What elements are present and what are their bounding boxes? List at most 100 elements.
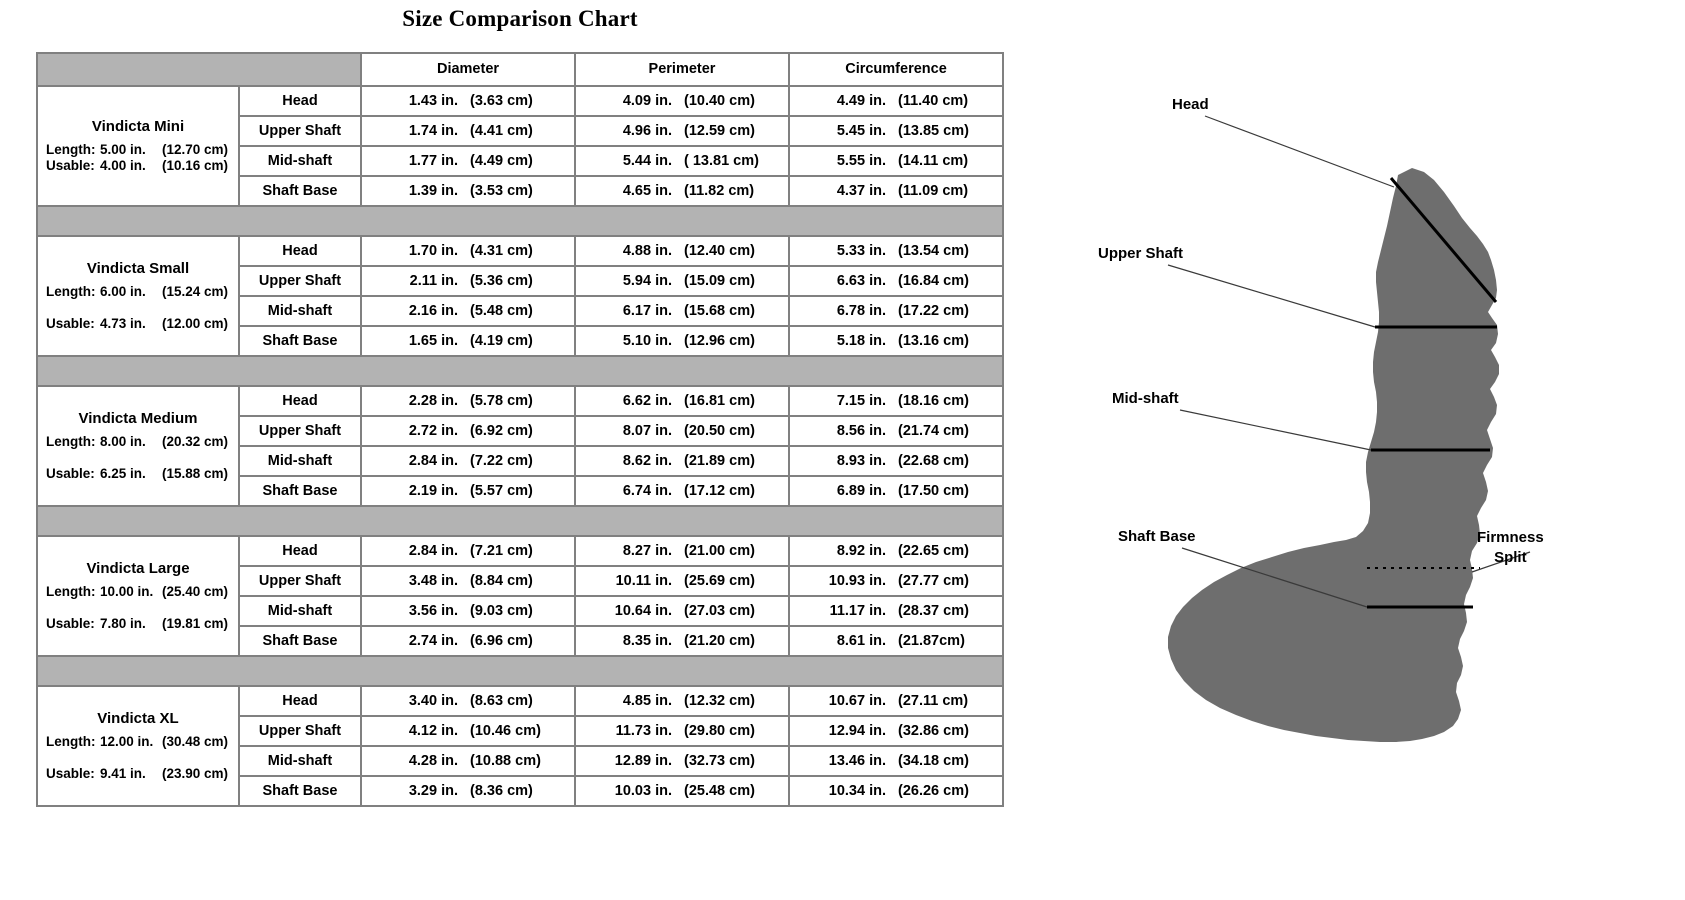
diameter-cell: 2.84 in. (7.21 cm) [360, 535, 576, 567]
perimeter-inches: 5.44 in. [622, 152, 672, 169]
perimeter-cell: 5.94 in. (15.09 cm) [574, 265, 790, 297]
leader-line-mid-shaft [1179, 409, 1372, 451]
size-comparison-table: Diameter Perimeter Circumference Vindict… [36, 52, 1004, 807]
circumference-centimeters: (13.16 cm) [898, 332, 969, 349]
circumference-inches: 8.93 in. [836, 452, 886, 469]
circumference-value: 5.33 in. (13.54 cm) [790, 243, 1002, 260]
circumference-centimeters: (21.87cm) [898, 632, 965, 649]
dimension-length-label: Length: [46, 283, 96, 299]
dimension-usable-label: Usable: [46, 766, 95, 782]
dimension-length: Length: 12.00 in. (30.48 cm) [46, 734, 232, 750]
perimeter-value: 4.85 in. (12.32 cm) [576, 693, 788, 710]
dimension-gap [46, 749, 232, 766]
diameter-value: 1.77 in. (4.49 cm) [362, 153, 574, 170]
product-info-cell: Vindicta XL Length: 12.00 in. (30.48 cm) Usa… [36, 685, 240, 807]
perimeter-centimeters: ( 13.81 cm) [684, 152, 759, 169]
perimeter-centimeters: (12.40 cm) [684, 242, 755, 259]
table-row: Upper Shaft 2.72 in. (6.92 cm) 8.07 in. (20.… [37, 415, 1004, 447]
circumference-value: 8.56 in. (21.74 cm) [790, 423, 1002, 440]
circumference-centimeters: (22.65 cm) [898, 542, 969, 559]
circumference-cell: 8.56 in. (21.74 cm) [788, 415, 1004, 447]
perimeter-centimeters: (20.50 cm) [684, 422, 755, 439]
diameter-value: 2.84 in. (7.22 cm) [362, 453, 574, 470]
perimeter-centimeters: (32.73 cm) [684, 752, 755, 769]
dimension-gap [46, 599, 232, 616]
diameter-value: 4.28 in. (10.88 cm) [362, 753, 574, 770]
circumference-value: 10.67 in. (27.11 cm) [790, 693, 1002, 710]
table-spacer-row [36, 355, 1004, 387]
table-row: Mid-shaft 3.56 in. (9.03 cm) 10.64 in. (27.0… [37, 595, 1004, 627]
perimeter-inches: 4.96 in. [622, 122, 672, 139]
diameter-cell: 1.74 in. (4.41 cm) [360, 115, 576, 147]
diameter-value: 3.29 in. (8.36 cm) [362, 783, 574, 800]
diameter-centimeters: (5.78 cm) [470, 392, 533, 409]
table-row: Vindicta Medium Length: 8.00 in. (20.32 cm)… [36, 385, 1004, 507]
part-name-cell: Shaft Base [238, 475, 362, 507]
diameter-centimeters: (5.36 cm) [470, 272, 533, 289]
leader-line-head [1204, 115, 1395, 188]
dimension-gap [46, 449, 232, 466]
dimension-length: Length: 6.00 in. (15.24 cm) [46, 284, 232, 300]
perimeter-inches: 6.62 in. [622, 392, 672, 409]
diameter-value: 2.84 in. (7.21 cm) [362, 543, 574, 560]
perimeter-centimeters: (12.96 cm) [684, 332, 755, 349]
product-dimensions: Length: 8.00 in. (20.32 cm) Usable: 6.25 in.… [38, 434, 238, 482]
perimeter-inches: 5.94 in. [622, 272, 672, 289]
perimeter-cell: 4.96 in. (12.59 cm) [574, 115, 790, 147]
dimension-usable-label: Usable: [46, 466, 95, 482]
circumference-cell: 5.45 in. (13.85 cm) [788, 115, 1004, 147]
table-row: Vindicta XL Length: 12.00 in. (30.48 cm) Usa… [36, 685, 1004, 807]
perimeter-centimeters: (21.89 cm) [684, 452, 755, 469]
perimeter-value: 6.74 in. (17.12 cm) [576, 483, 788, 500]
diameter-cell: 3.29 in. (8.36 cm) [360, 775, 576, 807]
dimension-usable-centimeters: (10.16 cm) [162, 158, 229, 174]
circumference-centimeters: (34.18 cm) [898, 752, 969, 769]
dimension-usable-centimeters: (19.81 cm) [162, 616, 229, 632]
part-name-cell: Mid-shaft [238, 295, 362, 327]
divider-head [1389, 177, 1498, 303]
diameter-inches: 2.84 in. [408, 452, 458, 469]
dimension-usable-inches: 4.00 in. [100, 158, 146, 174]
circumference-inches: 4.49 in. [836, 92, 886, 109]
header-blank [36, 52, 362, 87]
circumference-value: 6.89 in. (17.50 cm) [790, 483, 1002, 500]
product-info-cell: Vindicta Mini Length: 5.00 in. (12.70 cm) Us… [36, 85, 240, 207]
circumference-centimeters: (22.68 cm) [898, 452, 969, 469]
perimeter-value: 5.44 in. ( 13.81 cm) [576, 153, 788, 170]
diameter-centimeters: (4.49 cm) [470, 152, 533, 169]
diameter-centimeters: (7.22 cm) [470, 452, 533, 469]
diameter-inches: 1.77 in. [408, 152, 458, 169]
perimeter-value: 10.64 in. (27.03 cm) [576, 603, 788, 620]
circumference-value: 5.45 in. (13.85 cm) [790, 123, 1002, 140]
part-name-cell: Head [238, 685, 362, 717]
dimension-usable-centimeters: (23.90 cm) [162, 766, 229, 782]
part-name-cell: Upper Shaft [238, 415, 362, 447]
dimension-length-label: Length: [46, 433, 96, 449]
circumference-inches: 6.78 in. [836, 302, 886, 319]
spacer-band [36, 655, 1004, 687]
table-header-row: Diameter Perimeter Circumference [36, 52, 1004, 87]
spacer-band [36, 205, 1004, 237]
diameter-cell: 2.84 in. (7.22 cm) [360, 445, 576, 477]
diameter-inches: 2.19 in. [408, 482, 458, 499]
part-name-cell: Upper Shaft [238, 115, 362, 147]
perimeter-inches: 8.27 in. [622, 542, 672, 559]
perimeter-inches: 4.09 in. [622, 92, 672, 109]
product-name: Vindicta XL [97, 710, 179, 728]
diameter-centimeters: (9.03 cm) [470, 602, 533, 619]
circumference-inches: 10.34 in. [828, 782, 886, 799]
perimeter-value: 5.10 in. (12.96 cm) [576, 333, 788, 350]
table-row: Upper Shaft 1.74 in. (4.41 cm) 4.96 in. (12.… [37, 115, 1004, 147]
circumference-value: 5.18 in. (13.16 cm) [790, 333, 1002, 350]
perimeter-value: 4.88 in. (12.40 cm) [576, 243, 788, 260]
diameter-cell: 1.39 in. (3.53 cm) [360, 175, 576, 207]
table-spacer-row [36, 655, 1004, 687]
dimension-usable-centimeters: (12.00 cm) [162, 316, 229, 332]
perimeter-inches: 12.89 in. [614, 752, 672, 769]
perimeter-inches: 10.64 in. [614, 602, 672, 619]
part-name-cell: Head [238, 85, 362, 117]
perimeter-cell: 6.62 in. (16.81 cm) [574, 385, 790, 417]
diameter-inches: 1.74 in. [408, 122, 458, 139]
perimeter-value: 10.03 in. (25.48 cm) [576, 783, 788, 800]
circumference-inches: 10.67 in. [828, 692, 886, 709]
